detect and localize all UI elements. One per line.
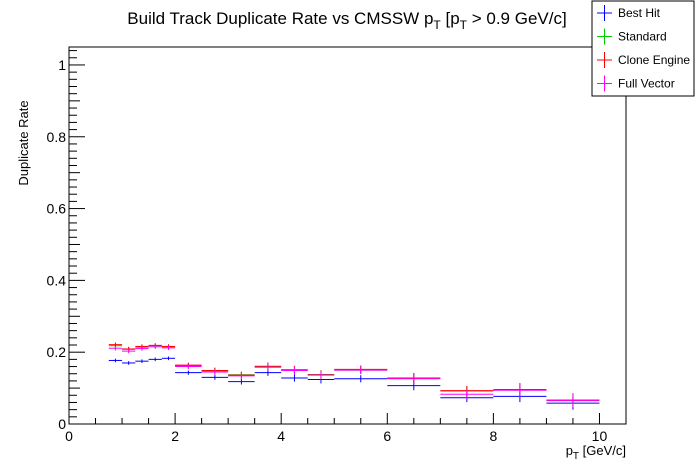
y-tick-label: 0.4 (47, 272, 67, 288)
x-tick-label: 2 (171, 428, 179, 444)
legend-entry: Best Hit (597, 5, 661, 21)
legend-label: Full Vector (618, 77, 675, 91)
plot-frame (68, 46, 627, 425)
axis-ticks (68, 50, 627, 425)
x-tick-label: 8 (489, 428, 497, 444)
legend-entry: Standard (597, 28, 667, 45)
axis-tick-labels: 0 2 4 6 8 10 0 0.2 0.4 0.6 0.8 1 (47, 57, 608, 444)
y-tick-label: 0.8 (47, 129, 67, 145)
legend-label: Best Hit (618, 6, 661, 20)
chart-title: Build Track Duplicate Rate vs CMSSW pT [… (127, 9, 566, 32)
legend-entry: Full Vector (597, 75, 675, 92)
y-tick-label: 0.6 (47, 201, 67, 217)
legend-box (591, 0, 695, 97)
x-tick-label: 6 (383, 428, 391, 444)
series-full-vector (108, 344, 600, 408)
legend-label: Clone Engine (618, 53, 690, 67)
x-tick-label: 10 (592, 428, 608, 444)
y-tick-label: 0.2 (47, 344, 67, 360)
x-tick-label: 0 (65, 428, 73, 444)
y-axis-title: Duplicate Rate (16, 100, 31, 185)
legend-label: Standard (618, 30, 667, 44)
data-series (108, 342, 600, 410)
y-tick-label: 1 (58, 57, 66, 73)
y-tick-label: 0 (58, 416, 66, 432)
x-tick-label: 4 (277, 428, 285, 444)
legend: Best Hit Standard Clone Engine Full Vector (591, 0, 695, 97)
x-axis-title: pT [GeV/c] (566, 443, 626, 462)
legend-entry: Clone Engine (597, 52, 690, 68)
